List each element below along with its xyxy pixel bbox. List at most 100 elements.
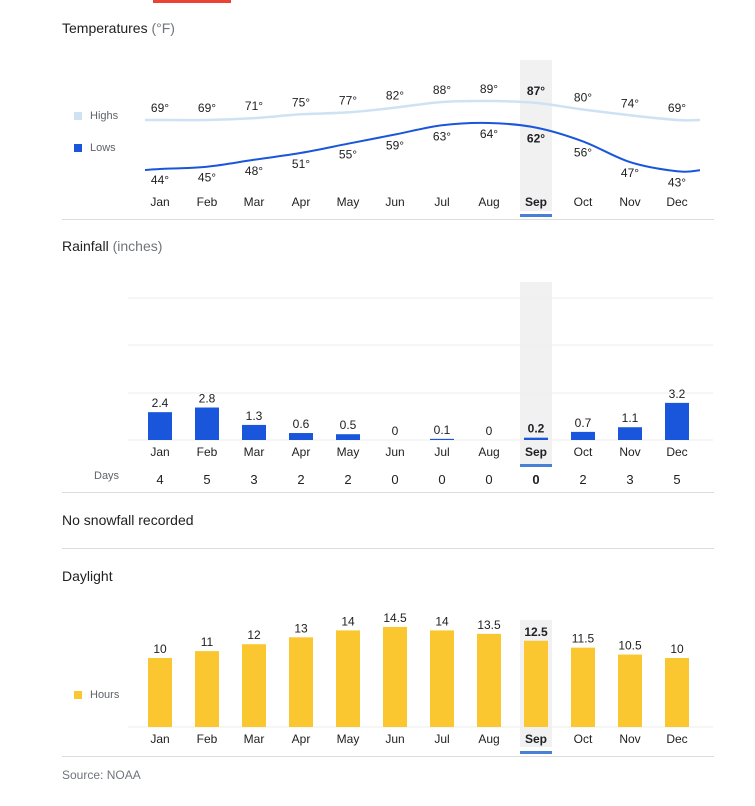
- rainfall-bar[interactable]: [195, 407, 219, 440]
- legend-hours[interactable]: Hours: [74, 689, 119, 701]
- rainfall-bar[interactable]: [571, 431, 595, 440]
- month-tab-apr[interactable]: Apr: [292, 195, 311, 209]
- highs-line: [145, 99, 701, 122]
- legend-highs[interactable]: Highs: [74, 110, 118, 122]
- high-temp-label: 80°: [574, 91, 592, 105]
- month-tab-sep[interactable]: Sep: [525, 195, 547, 209]
- daylight-bar[interactable]: [618, 654, 642, 727]
- high-temp-label: 69°: [198, 101, 216, 115]
- daylight-bar[interactable]: [195, 651, 219, 727]
- daylight-bar[interactable]: [242, 644, 266, 727]
- rainfall-bar[interactable]: [242, 424, 266, 440]
- rainfall-value-label: 3.2: [669, 387, 686, 401]
- rainfall-days-value: 3: [250, 472, 257, 487]
- month-tab-jun[interactable]: Jun: [385, 445, 404, 459]
- rainfall-days-value: 5: [673, 472, 680, 487]
- low-temp-label: 43°: [668, 175, 686, 189]
- daylight-value-label: 13.5: [477, 618, 501, 632]
- rainfall-bar[interactable]: [148, 412, 172, 440]
- month-tab-apr[interactable]: Apr: [292, 732, 311, 746]
- month-tab-jun[interactable]: Jun: [385, 732, 404, 746]
- temperature-chart: 69° 44° Jan 69° 45° Feb 71° 48° Mar 75° 51° Apr 77° 5…: [144, 60, 701, 217]
- daylight-value-label: 10: [670, 642, 684, 656]
- low-temp-label: 56°: [574, 145, 592, 159]
- month-tab-apr[interactable]: Apr: [292, 445, 311, 459]
- rainfall-bar[interactable]: [618, 427, 642, 440]
- month-tab-jan[interactable]: Jan: [150, 732, 169, 746]
- rainfall-unit: (inches): [112, 238, 163, 254]
- rainfall-bar[interactable]: [524, 437, 548, 440]
- daylight-value-label: 14: [435, 614, 449, 628]
- month-tab-jul[interactable]: Jul: [434, 195, 449, 209]
- low-temp-label: 64°: [480, 127, 498, 141]
- daylight-bar[interactable]: [571, 647, 595, 727]
- month-tab-sep[interactable]: Sep: [525, 732, 547, 746]
- month-tab-nov[interactable]: Nov: [619, 732, 640, 746]
- month-tab-may[interactable]: May: [337, 732, 360, 746]
- month-tab-nov[interactable]: Nov: [619, 445, 640, 459]
- month-tab-mar[interactable]: Mar: [244, 195, 265, 209]
- daylight-bar[interactable]: [524, 640, 548, 727]
- rainfall-days-value: 0: [532, 472, 539, 487]
- legend-highs-swatch: [74, 112, 82, 120]
- month-tab-aug[interactable]: Aug: [478, 445, 499, 459]
- daylight-title: Daylight: [62, 568, 113, 584]
- month-tab-jan[interactable]: Jan: [150, 195, 169, 209]
- daylight-bar[interactable]: [383, 626, 407, 727]
- rainfall-days-value: 5: [203, 472, 210, 487]
- month-tab-feb[interactable]: Feb: [197, 732, 218, 746]
- month-tab-oct[interactable]: Oct: [574, 732, 593, 746]
- daylight-bar[interactable]: [477, 633, 501, 727]
- rainfall-bar[interactable]: [665, 402, 689, 440]
- daylight-bar[interactable]: [665, 658, 689, 727]
- month-tab-dec[interactable]: Dec: [666, 732, 687, 746]
- month-tab-oct[interactable]: Oct: [574, 195, 593, 209]
- daylight-value-label: 12.5: [524, 625, 548, 639]
- daylight-bar[interactable]: [336, 630, 360, 727]
- month-tab-dec[interactable]: Dec: [666, 445, 687, 459]
- daylight-value-label: 14: [341, 614, 355, 628]
- month-tab-may[interactable]: May: [337, 445, 360, 459]
- daylight-divider: [62, 756, 714, 757]
- rainfall-value-label: 2.4: [152, 396, 169, 410]
- low-temp-label: 47°: [621, 166, 639, 180]
- rainfall-days-value: 0: [485, 472, 492, 487]
- rainfall-bar[interactable]: [430, 438, 454, 440]
- legend-lows-swatch: [74, 144, 82, 152]
- rainfall-value-label: 1.3: [246, 409, 263, 423]
- month-tab-oct[interactable]: Oct: [574, 445, 593, 459]
- month-tab-jul[interactable]: Jul: [434, 445, 449, 459]
- daylight-value-label: 12: [247, 628, 261, 642]
- month-tab-feb[interactable]: Feb: [197, 195, 218, 209]
- selected-month-marker: [520, 464, 552, 467]
- rainfall-value-label: 0: [392, 424, 399, 438]
- daylight-bar[interactable]: [148, 658, 172, 727]
- daylight-bar[interactable]: [430, 630, 454, 727]
- rainfall-days-value: 0: [391, 472, 398, 487]
- month-tab-aug[interactable]: Aug: [478, 732, 499, 746]
- month-tab-dec[interactable]: Dec: [666, 195, 687, 209]
- month-tab-jun[interactable]: Jun: [385, 195, 404, 209]
- high-temp-label: 89°: [480, 82, 498, 96]
- legend-lows[interactable]: Lows: [74, 142, 116, 154]
- rainfall-days-value: 2: [344, 472, 351, 487]
- month-tab-jan[interactable]: Jan: [150, 445, 169, 459]
- month-tab-mar[interactable]: Mar: [244, 445, 265, 459]
- month-tab-aug[interactable]: Aug: [478, 195, 499, 209]
- low-temp-label: 51°: [292, 157, 310, 171]
- month-tab-may[interactable]: May: [337, 195, 360, 209]
- rainfall-bar[interactable]: [336, 434, 360, 440]
- month-tab-nov[interactable]: Nov: [619, 195, 640, 209]
- rainfall-value-label: 0: [486, 424, 493, 438]
- month-tab-sep[interactable]: Sep: [525, 445, 547, 459]
- rainfall-value-label: 0.5: [340, 418, 357, 432]
- month-tab-jul[interactable]: Jul: [434, 732, 449, 746]
- rainfall-chart: 2.4 Jan 4 2.8 Feb 5 1.3 Mar 3 0.6 Apr 2 0.5 May 2 0 Jun 0…: [128, 282, 713, 487]
- month-tab-feb[interactable]: Feb: [197, 445, 218, 459]
- high-temp-label: 82°: [386, 89, 404, 103]
- rainfall-bar[interactable]: [289, 433, 313, 440]
- daylight-bar[interactable]: [289, 637, 313, 727]
- month-tab-mar[interactable]: Mar: [244, 732, 265, 746]
- rainfall-title: Rainfall (inches): [62, 238, 162, 254]
- low-temp-label: 45°: [198, 171, 216, 185]
